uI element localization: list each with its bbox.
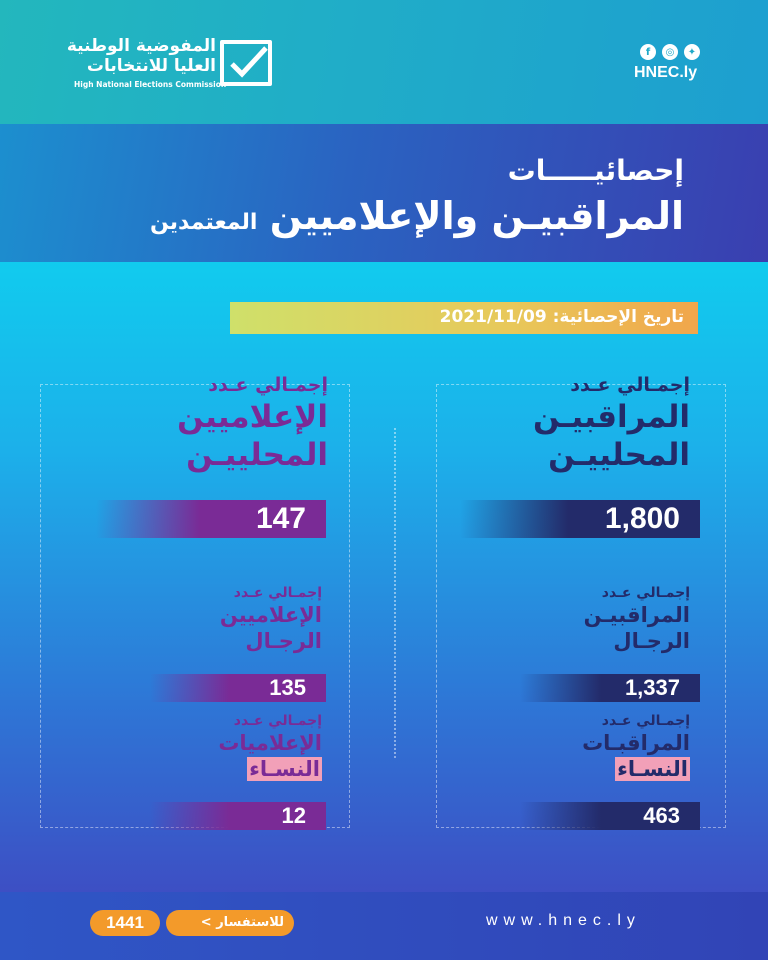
observers-men-value: 1,337 — [624, 675, 680, 700]
stats-area — [0, 262, 768, 892]
observers-total-label: إجمـالي عـدد المراقبيـن المحلييـن — [532, 374, 690, 473]
title-line2: المراقبيـن والإعلاميين — [269, 194, 684, 238]
social-links: f ◎ ✦ — [640, 44, 700, 60]
media-women-value-bar: 12 — [150, 802, 326, 830]
observers-women-value-bar: 463 — [520, 802, 700, 830]
media-women-label: إجمـالي عـدد الإعلاميات النسـاء — [218, 713, 322, 781]
org-name-en: High National Elections Commission — [74, 80, 227, 89]
column-divider — [394, 428, 396, 758]
twitter-icon[interactable]: ✦ — [684, 44, 700, 60]
title-band: إحصائيـــــات المراقبيـن والإعلاميين الم… — [0, 124, 768, 262]
inquiry-label[interactable]: للاستفسار > — [166, 910, 294, 936]
facebook-icon[interactable]: f — [640, 44, 656, 60]
website-link[interactable]: www.hnec.ly — [486, 912, 641, 929]
observers-total-value: 1,800 — [604, 502, 680, 535]
media-men-value: 135 — [269, 675, 306, 700]
date-bar: تاريخ الإحصائية: 2021/11/09 — [230, 302, 698, 334]
instagram-icon[interactable]: ◎ — [662, 44, 678, 60]
title-line3: المعتمدين — [150, 210, 258, 235]
media-total-value-bar: 147 — [96, 500, 326, 538]
media-men-value-bar: 135 — [150, 674, 326, 702]
title-line1: إحصائيـــــات — [507, 154, 684, 187]
social-handle[interactable]: HNEC.ly — [634, 64, 698, 81]
observers-men-label: إجمـالي عـدد المراقبيـن الرجـال — [583, 585, 690, 653]
org-name-line2: العليا للانتخابات — [86, 56, 216, 76]
statistics-date: تاريخ الإحصائية: 2021/11/09 — [439, 307, 684, 327]
observers-women-label: إجمـالي عـدد المراقبـات النسـاء — [582, 713, 690, 781]
media-total-value: 147 — [255, 502, 306, 535]
hotline-number[interactable]: 1441 — [90, 910, 160, 936]
media-total-label: إجمـالي عـدد الإعلاميين المحلييـن — [177, 374, 328, 473]
org-name-line1: المفوضية الوطنية — [66, 36, 216, 56]
checkbox-logo-icon — [220, 40, 272, 86]
observers-men-value-bar: 1,337 — [520, 674, 700, 702]
media-men-label: إجمـالي عـدد الإعلاميين الرجـال — [219, 585, 322, 653]
observers-total-value-bar: 1,800 — [460, 500, 700, 538]
header-band — [0, 0, 768, 124]
observers-women-value: 463 — [643, 803, 680, 828]
media-women-value: 12 — [281, 803, 306, 828]
